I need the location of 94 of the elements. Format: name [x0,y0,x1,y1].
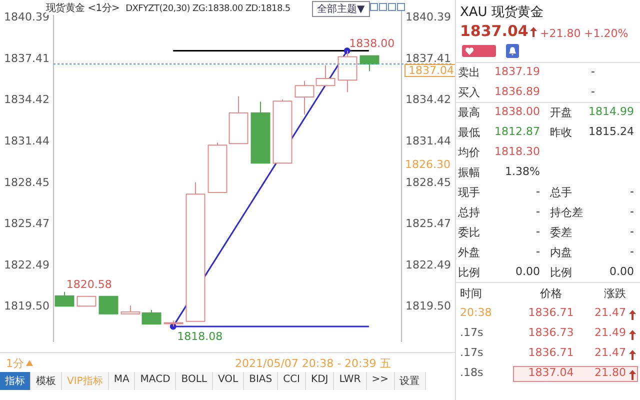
text: 最低 [458,125,480,140]
text: - [536,185,540,198]
text: 现手 [458,185,480,200]
text: 内盘 [550,245,572,260]
text: 1838.00 [494,105,540,118]
text: - [630,245,634,258]
text: 1836.89 [494,85,540,98]
text: VIP指标 [62,372,109,390]
y-tick-label: 1828.45 [4,176,50,189]
text: 1826.30 [405,158,450,171]
text: 外盘 [458,245,480,260]
text: 1836.71 [527,306,575,319]
text: 昨收 [550,125,572,140]
text: - [536,225,540,238]
text: 买入 [458,85,480,100]
annotation: 1820.58 [66,278,112,292]
annotation: 1838.00 [349,37,395,50]
text: 委比 [458,225,480,240]
y2-tick-label: 1831.44 [406,134,452,148]
text: +21.80 [540,27,581,40]
ref-line-label: 1837.04 [408,64,454,77]
text: 总持 [458,205,480,220]
text: 价格 [539,286,563,301]
y-tick-label: 1834.42 [4,93,50,106]
annotation: 1818.08 [177,330,223,343]
text: 设置 [394,372,426,390]
y-tick-label: 1822.49 [4,258,50,272]
text: CCI [278,372,306,390]
text: 2021/05/07 20:38 - 20:39 五 [235,356,391,371]
text: KDJ [306,372,334,390]
y2-tick-label: 1837.41 [406,52,452,65]
text: .18s [460,366,484,379]
text: 比例 [550,265,572,280]
text: .17s [460,326,484,339]
text: 最高 [458,105,480,120]
text: 0.00 [516,265,540,278]
chart-subtitle: DXFYZT(20,30) ZG:1838.00 ZD:1818.5 [126,4,290,14]
text: - [630,205,634,218]
text: 模板 [31,372,62,390]
text: .17s [460,346,484,359]
text: - [630,225,634,238]
text: 涨跌 [604,286,626,301]
y-tick-label: 1831.44 [4,134,50,148]
text: 委差 [550,225,572,240]
y-tick-label: 1837.41 [4,52,50,65]
text: - [591,65,595,78]
text: 1837.19 [494,65,540,78]
text: MA [108,372,136,390]
y2-tick-label: 1828.45 [406,176,452,189]
y2-tick-label: 1825.47 [406,217,452,230]
text: - [536,205,540,218]
text: 1814.99 [588,105,634,118]
text: 1836.73 [527,326,575,339]
text: 21.47 [594,306,626,319]
text: LWR [334,372,367,390]
y2-tick-label: 1819.50 [406,300,452,313]
text: 1836.71 [527,346,575,359]
y-tick-label: 1825.47 [4,217,50,230]
text: 振幅 [458,165,480,180]
text: 卖出 [458,65,480,80]
y2-tick-label: 1822.49 [406,258,452,272]
text: 比例 [458,265,480,280]
text: 开盘 [550,105,572,120]
text: 均价 [458,145,480,160]
text: 1837.04 [460,22,528,40]
text: 时间 [460,286,482,301]
y2-tick-label: 1840.39 [406,10,452,24]
text: 1818.30 [494,145,540,158]
text: BOLL [176,372,213,390]
y2-tick-label: 1834.42 [406,93,452,106]
text: 21.47 [594,346,626,359]
text: 持仓差 [550,205,583,220]
text: 20:38 [460,306,492,319]
text: VOL [212,372,244,390]
text: 1分 [6,356,24,371]
text: 1815.24 [588,125,634,138]
text: - [591,85,595,98]
text: 总手 [550,185,572,200]
text: +1.20% [584,27,628,40]
annotation: 全部主题▼ [312,1,370,17]
text: 21.80 [594,366,626,379]
text: - [630,185,634,198]
y-tick-label: 1819.50 [4,300,50,313]
text: 指标 [0,372,31,390]
text: 1837.04 [527,366,575,379]
text: BIAS [244,372,278,390]
text: >> [366,372,394,390]
text: 1.38% [505,165,540,178]
text: 0.00 [610,265,634,278]
text: MACD [135,372,176,390]
text: 21.49 [594,326,626,339]
text: - [536,245,540,258]
text: XAU 现货黄金 [460,4,544,21]
text: 1812.87 [494,125,540,138]
